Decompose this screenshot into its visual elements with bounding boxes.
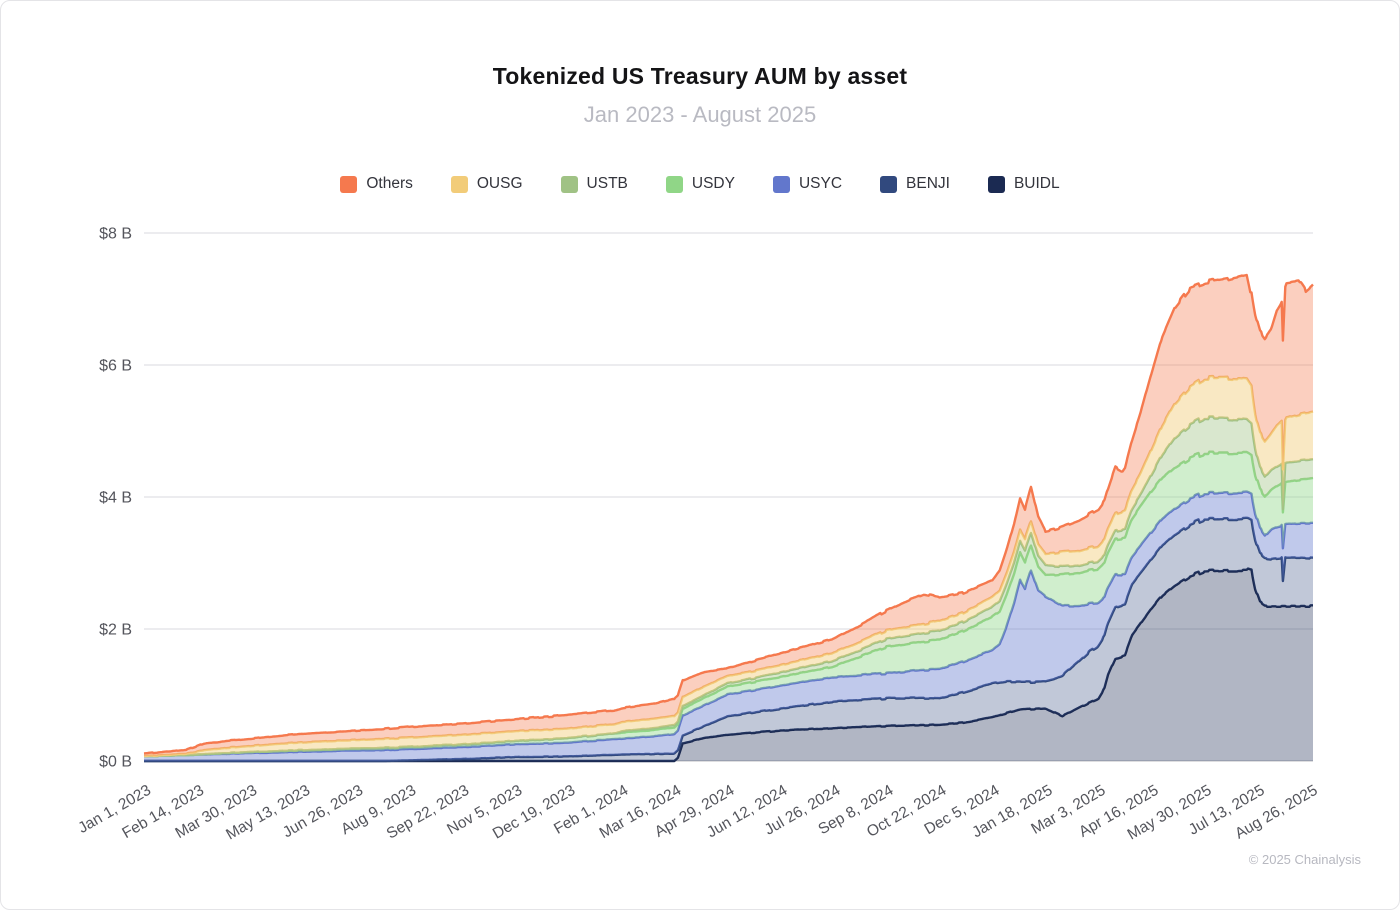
y-axis-label: $2 B	[99, 622, 132, 639]
legend-label: Others	[366, 175, 413, 192]
series-line-others	[143, 273, 1314, 755]
chart-legend: Others OUSG USTB USDY USYC BENJI BUIDL	[1, 175, 1399, 193]
series-line-usyc	[144, 490, 1313, 758]
copyright-notice: © 2025 Chainalysis	[1248, 852, 1361, 867]
legend-label: USYC	[798, 175, 843, 192]
legend-label: BUIDL	[1013, 175, 1060, 192]
series-area-ustb	[144, 416, 1313, 757]
y-axis-label: $0 B	[99, 754, 132, 771]
y-axis-label: $6 B	[99, 358, 132, 375]
legend-label: USTB	[586, 175, 628, 192]
legend-item-usdy[interactable]: USDY	[665, 175, 735, 193]
legend-color-swatch	[880, 175, 898, 193]
chart-title: Tokenized US Treasury AUM by asset	[492, 63, 908, 89]
legend-color-swatch	[450, 175, 468, 193]
series-area-buidl	[144, 568, 1313, 761]
legend-label: USDY	[691, 175, 735, 192]
legend-label: OUSG	[476, 175, 523, 192]
legend-color-swatch	[772, 175, 790, 193]
y-axis-label: $8 B	[99, 226, 132, 243]
legend-label: BENJI	[906, 175, 950, 192]
series-line-benji	[144, 516, 1313, 763]
series-line-ousg	[143, 374, 1314, 758]
legend-item-others[interactable]: Others	[340, 175, 413, 193]
series-area-others	[144, 275, 1313, 756]
series-area-benji	[144, 517, 1313, 761]
chart-subtitle: Jan 2023 - August 2025	[583, 102, 817, 127]
series-area-ousg	[144, 376, 1313, 757]
legend-item-benji[interactable]: BENJI	[880, 175, 950, 193]
legend-item-ousg[interactable]: OUSG	[450, 175, 523, 193]
legend-color-swatch	[987, 175, 1005, 193]
series-area-usyc	[144, 491, 1313, 761]
series-line-ustb	[144, 415, 1314, 758]
y-axis-label: $4 B	[99, 490, 132, 507]
legend-item-ustb[interactable]: USTB	[560, 175, 628, 193]
legend-color-swatch	[560, 175, 578, 193]
legend-item-usyc[interactable]: USYC	[772, 175, 843, 193]
legend-color-swatch	[665, 175, 683, 193]
series-area-usdy	[144, 451, 1313, 757]
legend-item-buidl[interactable]: BUIDL	[987, 175, 1060, 193]
legend-color-swatch	[340, 175, 358, 193]
